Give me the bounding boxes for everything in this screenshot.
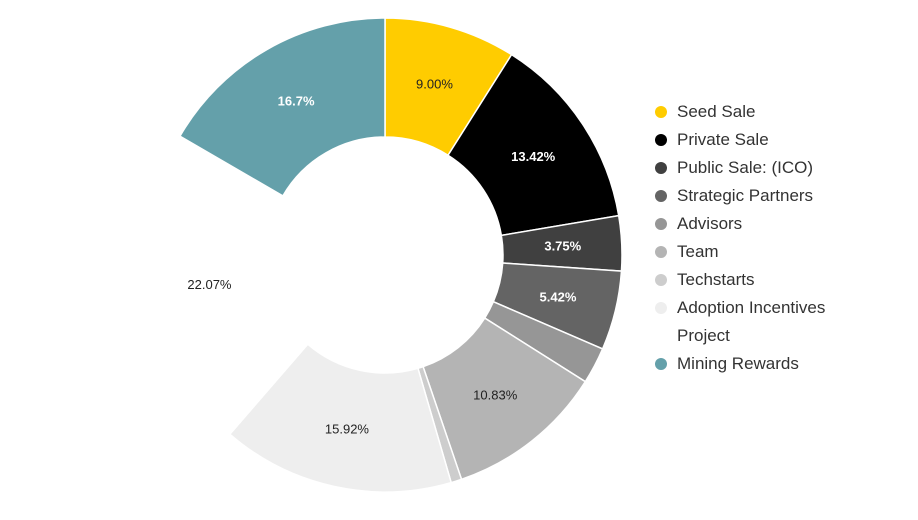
legend-label: Techstarts — [677, 270, 755, 289]
slice-value-label: 13.42% — [511, 149, 556, 164]
slice-project[interactable] — [147, 135, 309, 436]
slice-value-label: 9.00% — [416, 77, 453, 92]
legend-item-team[interactable]: Team — [655, 238, 905, 266]
legend-item-seed-sale[interactable]: Seed Sale — [655, 98, 905, 126]
slice-mining-rewards[interactable] — [178, 17, 386, 197]
slices-group — [147, 17, 623, 493]
legend-item-adoption-incentives[interactable]: Adoption Incentives — [655, 294, 905, 322]
slice-value-label: 10.83% — [473, 387, 518, 402]
legend-swatch — [655, 246, 667, 258]
slice-private-sale[interactable] — [447, 53, 620, 237]
legend-label: Project — [677, 326, 730, 345]
legend-label: Strategic Partners — [677, 186, 814, 205]
slice-value-label: 16.7% — [278, 93, 315, 108]
legend-swatch — [655, 330, 667, 342]
legend-item-public-sale-ico[interactable]: Public Sale: (ICO) — [655, 154, 905, 182]
legend-label: Private Sale — [677, 130, 769, 149]
legend-item-private-sale[interactable]: Private Sale — [655, 126, 905, 154]
legend-swatch — [655, 358, 667, 370]
legend-label: Public Sale: (ICO) — [677, 158, 814, 177]
legend-item-mining-rewards[interactable]: Mining Rewards — [655, 350, 905, 378]
legend-swatch — [655, 274, 667, 286]
legend-item-techstarts[interactable]: Techstarts — [655, 266, 905, 294]
legend-item-advisors[interactable]: Advisors — [655, 210, 905, 238]
legend-swatch — [655, 106, 667, 118]
slice-adoption-incentives[interactable] — [228, 343, 453, 493]
slice-value-label: 15.92% — [325, 421, 370, 436]
chart-legend: Seed Sale Private Sale Public Sale: (ICO) S… — [655, 98, 905, 378]
legend-swatch — [655, 162, 667, 174]
legend-item-strategic-partners[interactable]: Strategic Partners — [655, 182, 905, 210]
slice-value-label: 5.42% — [540, 289, 577, 304]
legend-label: Seed Sale — [677, 102, 756, 121]
legend-swatch — [655, 134, 667, 146]
legend-swatch — [655, 218, 667, 230]
slice-value-label: 3.75% — [544, 239, 581, 254]
legend-label: Advisors — [677, 214, 743, 233]
slice-labels-group: 9.00% 13.42% 3.75% 5.42% 10.83% 15.92% 22.07% 1… — [187, 77, 581, 437]
legend-label: Mining Rewards — [677, 354, 799, 373]
legend-swatch — [655, 302, 667, 314]
slice-value-label: 22.07% — [187, 277, 232, 292]
legend-label: Team — [677, 242, 719, 261]
legend-label: Adoption Incentives — [677, 298, 826, 317]
legend-swatch — [655, 190, 667, 202]
legend-item-project[interactable]: Project — [655, 322, 905, 350]
